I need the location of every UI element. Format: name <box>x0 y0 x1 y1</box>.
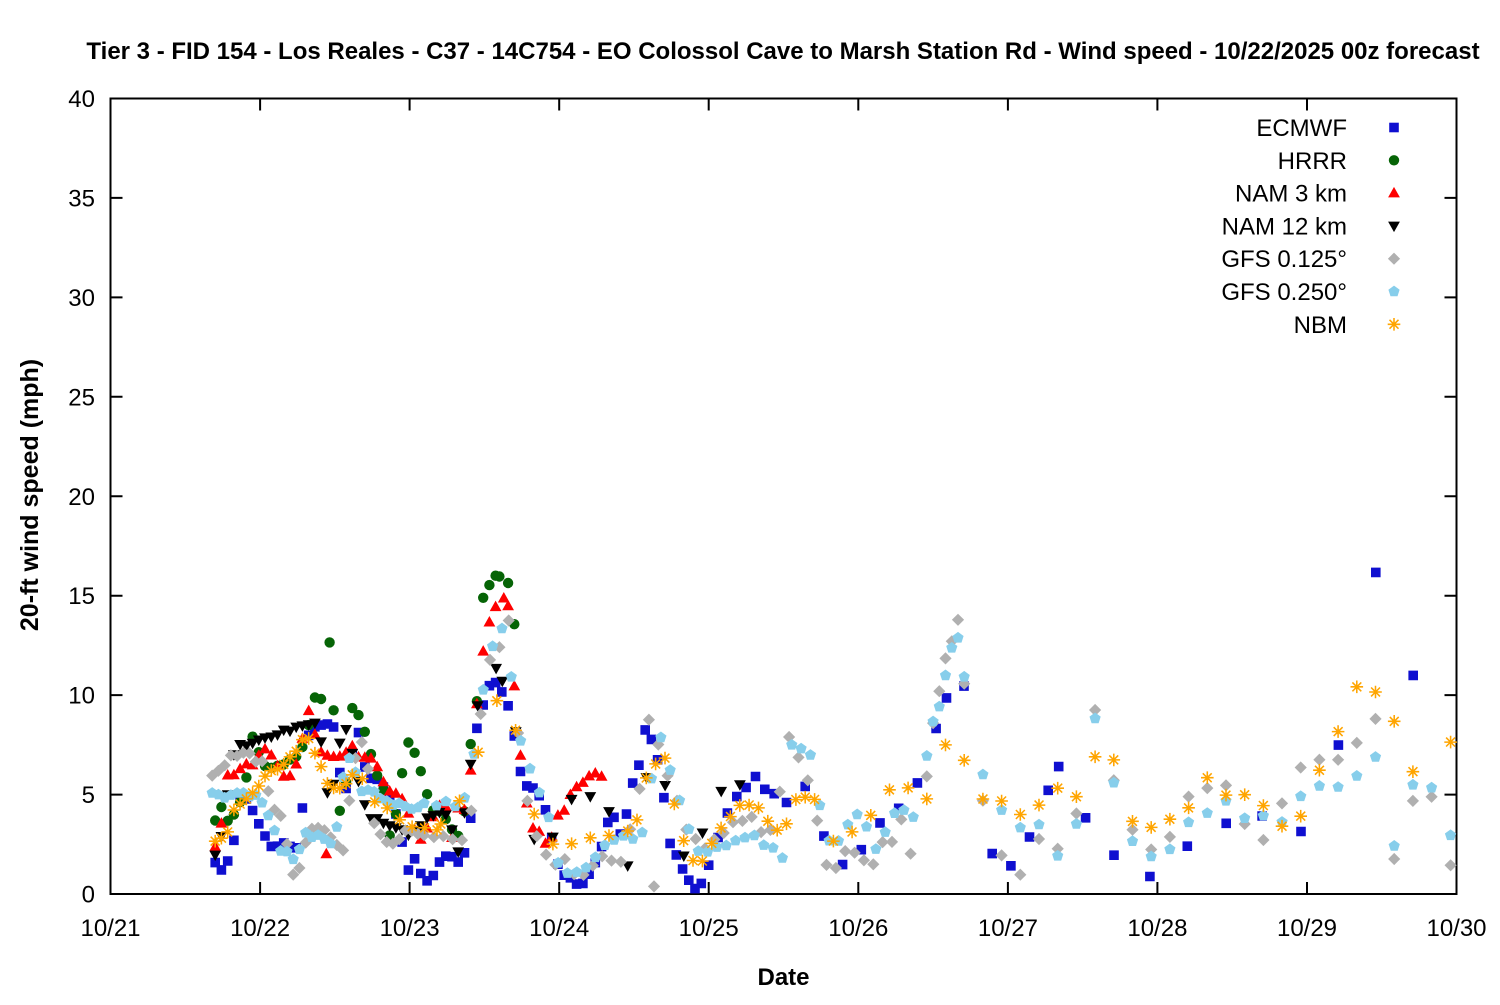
svg-text:10: 10 <box>68 683 95 710</box>
svg-text:35: 35 <box>68 185 95 212</box>
svg-text:10/21: 10/21 <box>80 915 140 942</box>
svg-text:Tier 3 - FID 154 - Los Reales: Tier 3 - FID 154 - Los Reales - C37 - 14… <box>86 38 1479 65</box>
svg-text:20: 20 <box>68 484 95 511</box>
svg-text:30: 30 <box>68 285 95 312</box>
svg-text:15: 15 <box>68 583 95 610</box>
svg-text:40: 40 <box>68 86 95 113</box>
svg-text:10/24: 10/24 <box>529 915 589 942</box>
svg-text:25: 25 <box>68 384 95 411</box>
svg-text:ECMWF: ECMWF <box>1256 115 1347 142</box>
svg-text:10/26: 10/26 <box>828 915 888 942</box>
svg-text:5: 5 <box>82 782 95 809</box>
svg-text:NAM 12 km: NAM 12 km <box>1222 213 1347 240</box>
svg-text:Date: Date <box>757 964 809 991</box>
svg-text:10/22: 10/22 <box>230 915 290 942</box>
svg-text:10/27: 10/27 <box>978 915 1038 942</box>
svg-text:NBM: NBM <box>1294 312 1347 339</box>
svg-text:10/30: 10/30 <box>1426 915 1486 942</box>
svg-text:10/28: 10/28 <box>1127 915 1187 942</box>
svg-text:20-ft wind speed (mph): 20-ft wind speed (mph) <box>16 359 44 631</box>
svg-text:10/25: 10/25 <box>679 915 739 942</box>
svg-text:10/23: 10/23 <box>380 915 440 942</box>
svg-text:GFS 0.125°: GFS 0.125° <box>1221 246 1347 273</box>
svg-text:HRRR: HRRR <box>1278 148 1347 175</box>
svg-text:10/29: 10/29 <box>1277 915 1337 942</box>
svg-text:0: 0 <box>82 882 95 909</box>
svg-text:GFS 0.250°: GFS 0.250° <box>1221 279 1347 306</box>
svg-text:NAM 3 km: NAM 3 km <box>1235 181 1347 208</box>
